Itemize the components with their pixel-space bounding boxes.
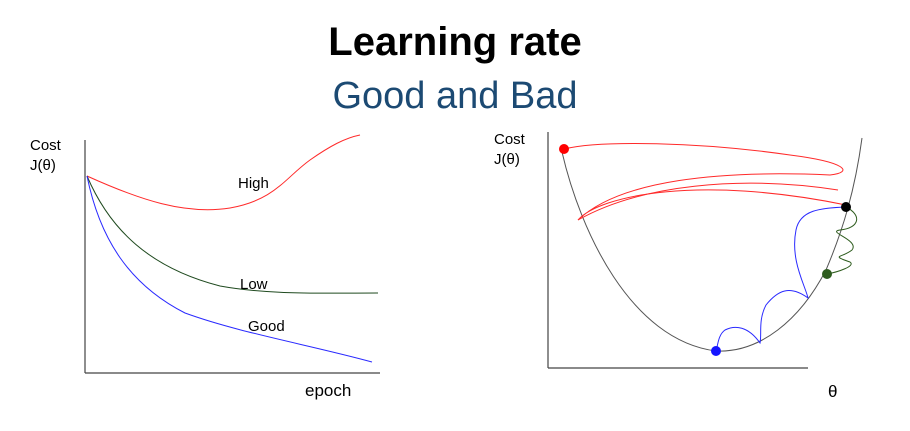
- page-title: Learning rate: [328, 20, 582, 64]
- start-point: [559, 144, 569, 154]
- label-low: Low: [240, 276, 268, 293]
- good-lr-path: [715, 206, 847, 352]
- good-lr-point: [711, 346, 721, 356]
- left-y-label-cost: Cost: [30, 137, 62, 154]
- right-x-label: θ: [828, 382, 837, 401]
- right-y-label-j: J(θ): [494, 151, 520, 168]
- high-lr-point: [841, 202, 851, 212]
- low-lr-path: [826, 206, 857, 275]
- curve-good: [86, 175, 373, 363]
- label-good: Good: [248, 318, 285, 335]
- right-plot: Cost J(θ) θ: [494, 131, 863, 401]
- page-subtitle: Good and Bad: [332, 75, 578, 117]
- label-high: High: [238, 175, 269, 192]
- curve-low: [86, 175, 379, 294]
- high-lr-path: [563, 143, 847, 221]
- left-plot: Cost J(θ) epoch High Low Good: [30, 134, 380, 400]
- cost-curve: [561, 137, 863, 352]
- left-x-label: epoch: [305, 381, 351, 400]
- low-lr-point: [822, 269, 832, 279]
- high-lr-path-inner: [577, 182, 839, 221]
- right-y-label-cost: Cost: [494, 131, 526, 148]
- left-y-label-j: J(θ): [30, 157, 56, 174]
- curve-high: [86, 134, 361, 211]
